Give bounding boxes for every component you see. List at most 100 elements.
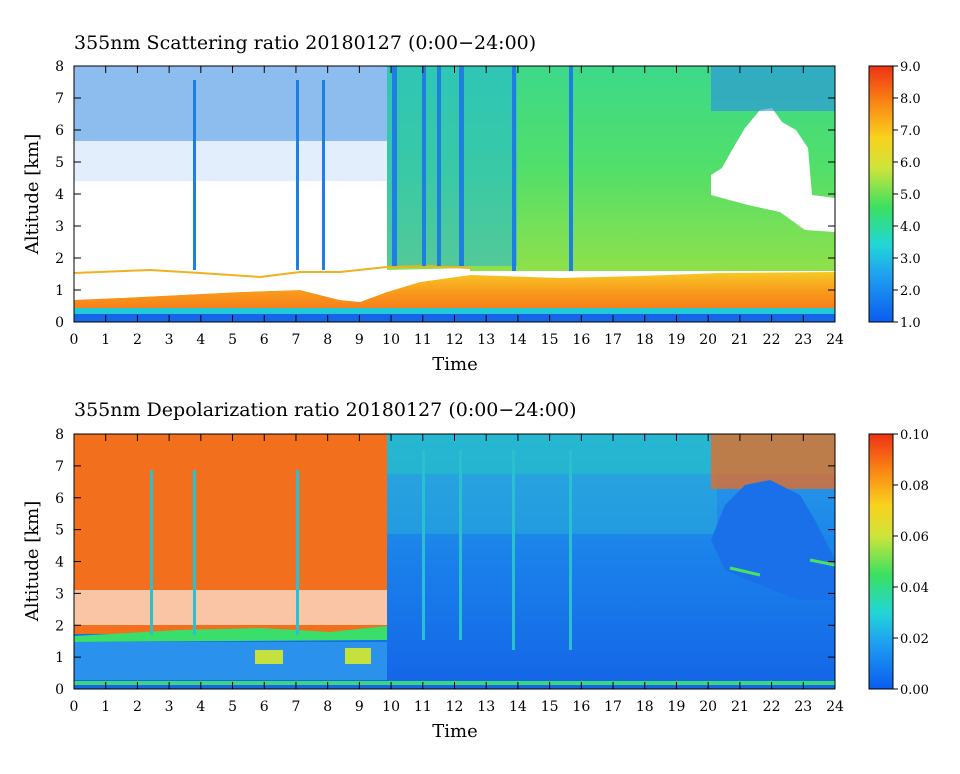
colorbar-tick-label: 0.06	[900, 530, 929, 545]
x-tick-label: 13	[477, 699, 495, 715]
x-axis-ticks: 0 1 2 3 4 5 6 7 8 9 10 11 12 13 14 15 16 17 18 19 20 21 22 23 24	[70, 66, 844, 348]
streak	[193, 80, 196, 270]
x-tick-label: 19	[668, 699, 686, 715]
x-tick-label: 18	[636, 332, 654, 348]
x-tick-label: 19	[668, 332, 686, 348]
depolarization-ratio-panel: 355nm Depolarization ratio 20180127 (0:0…	[22, 399, 929, 742]
y-axis-ticks: 0 1 2 3 4 5 6 7 8	[55, 59, 835, 331]
y-tick-label: 6	[55, 123, 64, 139]
x-tick-label: 11	[414, 699, 432, 715]
x-tick-label: 17	[604, 332, 622, 348]
colorbar-ticks: 0.00 0.02 0.04 0.06 0.08 0.10	[893, 428, 929, 698]
y-axis-ticks: 0 1 2 3 4 5 6 7 8	[55, 427, 835, 698]
colorbar-tick-label: 6.0	[900, 156, 921, 171]
streak	[512, 66, 516, 271]
upper-cyan-noise-2	[387, 474, 717, 534]
streak	[296, 80, 299, 270]
cloud-top-green	[729, 558, 835, 577]
white-gap	[74, 590, 387, 625]
low-depol-patch	[255, 650, 283, 664]
y-tick-label: 0	[55, 682, 64, 698]
x-tick-label: 0	[70, 332, 79, 348]
colorbar-tick-label: 7.0	[900, 124, 921, 139]
colorbar-tick-label: 0.08	[900, 479, 929, 494]
y-tick-label: 4	[55, 555, 64, 571]
colorbar-tick-label: 5.0	[900, 188, 921, 203]
vertical-streaks	[150, 450, 572, 650]
x-tick-label: 23	[794, 699, 812, 715]
upper-right-blue	[711, 66, 835, 111]
green-boundary	[74, 626, 387, 642]
y-tick-label: 3	[55, 586, 64, 602]
chart-title: 355nm Depolarization ratio 20180127 (0:0…	[74, 399, 576, 421]
x-tick-label: 8	[323, 699, 332, 715]
streak	[296, 470, 299, 635]
x-tick-label: 12	[446, 332, 464, 348]
y-axis-label: Altitude [km]	[22, 134, 43, 256]
x-tick-label: 13	[477, 332, 495, 348]
x-tick-label: 14	[509, 332, 527, 348]
lower-light-blue	[74, 642, 387, 680]
upper-right-high-depol	[711, 434, 835, 489]
x-tick-label: 16	[572, 332, 590, 348]
chart-title: 355nm Scattering ratio 20180127 (0:00−24…	[74, 32, 536, 54]
x-tick-label: 10	[382, 699, 400, 715]
x-tick-label: 3	[165, 332, 174, 348]
x-tick-label: 0	[70, 699, 79, 715]
x-tick-label: 24	[826, 332, 844, 348]
y-tick-label: 5	[55, 523, 64, 539]
streak	[392, 66, 397, 266]
streak	[569, 66, 573, 271]
x-tick-label: 15	[541, 332, 559, 348]
heatmap-field	[74, 434, 835, 689]
x-tick-label: 2	[133, 699, 142, 715]
colorbar	[868, 65, 894, 323]
colorbar-tick-label: 8.0	[900, 92, 921, 107]
streak	[422, 450, 425, 640]
upper-blue-band	[387, 66, 517, 266]
y-tick-label: 8	[55, 427, 64, 443]
colorbar-tick-label: 0.02	[900, 632, 929, 647]
sparse-cloud-region-2	[74, 141, 387, 181]
streak	[459, 66, 464, 266]
colorbar-tick-label: 3.0	[900, 252, 921, 267]
x-tick-label: 22	[763, 332, 781, 348]
x-tick-label: 1	[101, 332, 110, 348]
y-tick-label: 7	[55, 459, 64, 475]
x-tick-label: 17	[604, 699, 622, 715]
streak	[422, 66, 426, 266]
streak	[150, 470, 153, 635]
x-tick-label: 4	[196, 699, 205, 715]
scattering-ratio-panel: 355nm Scattering ratio 20180127 (0:00−24…	[22, 32, 921, 375]
x-tick-label: 11	[414, 332, 432, 348]
x-tick-label: 20	[699, 699, 717, 715]
y-tick-label: 6	[55, 491, 64, 507]
x-tick-label: 7	[291, 699, 300, 715]
streak	[459, 450, 462, 640]
x-tick-label: 9	[355, 699, 364, 715]
y-tick-label: 3	[55, 219, 64, 235]
y-tick-label: 7	[55, 91, 64, 107]
x-tick-label: 24	[826, 699, 844, 715]
x-tick-label: 8	[323, 332, 332, 348]
y-tick-label: 2	[55, 618, 64, 634]
x-tick-label: 6	[260, 332, 269, 348]
x-tick-label: 21	[731, 332, 749, 348]
x-tick-label: 9	[355, 332, 364, 348]
colorbar-tick-label: 1.0	[900, 316, 921, 331]
x-tick-label: 23	[794, 332, 812, 348]
colorbar-ticks: 1.0 2.0 3.0 4.0 5.0 6.0 7.0 8.0 9.0	[893, 60, 921, 331]
y-tick-label: 2	[55, 251, 64, 267]
colorbar-tick-label: 0.10	[900, 428, 929, 443]
y-tick-label: 5	[55, 155, 64, 171]
streak	[437, 66, 441, 266]
x-tick-label: 14	[509, 699, 527, 715]
x-tick-label: 3	[165, 699, 174, 715]
x-tick-label: 4	[196, 332, 205, 348]
sparse-cloud-region	[74, 66, 387, 141]
y-axis-label: Altitude [km]	[22, 501, 43, 623]
x-tick-label: 2	[133, 332, 142, 348]
x-tick-label: 21	[731, 699, 749, 715]
